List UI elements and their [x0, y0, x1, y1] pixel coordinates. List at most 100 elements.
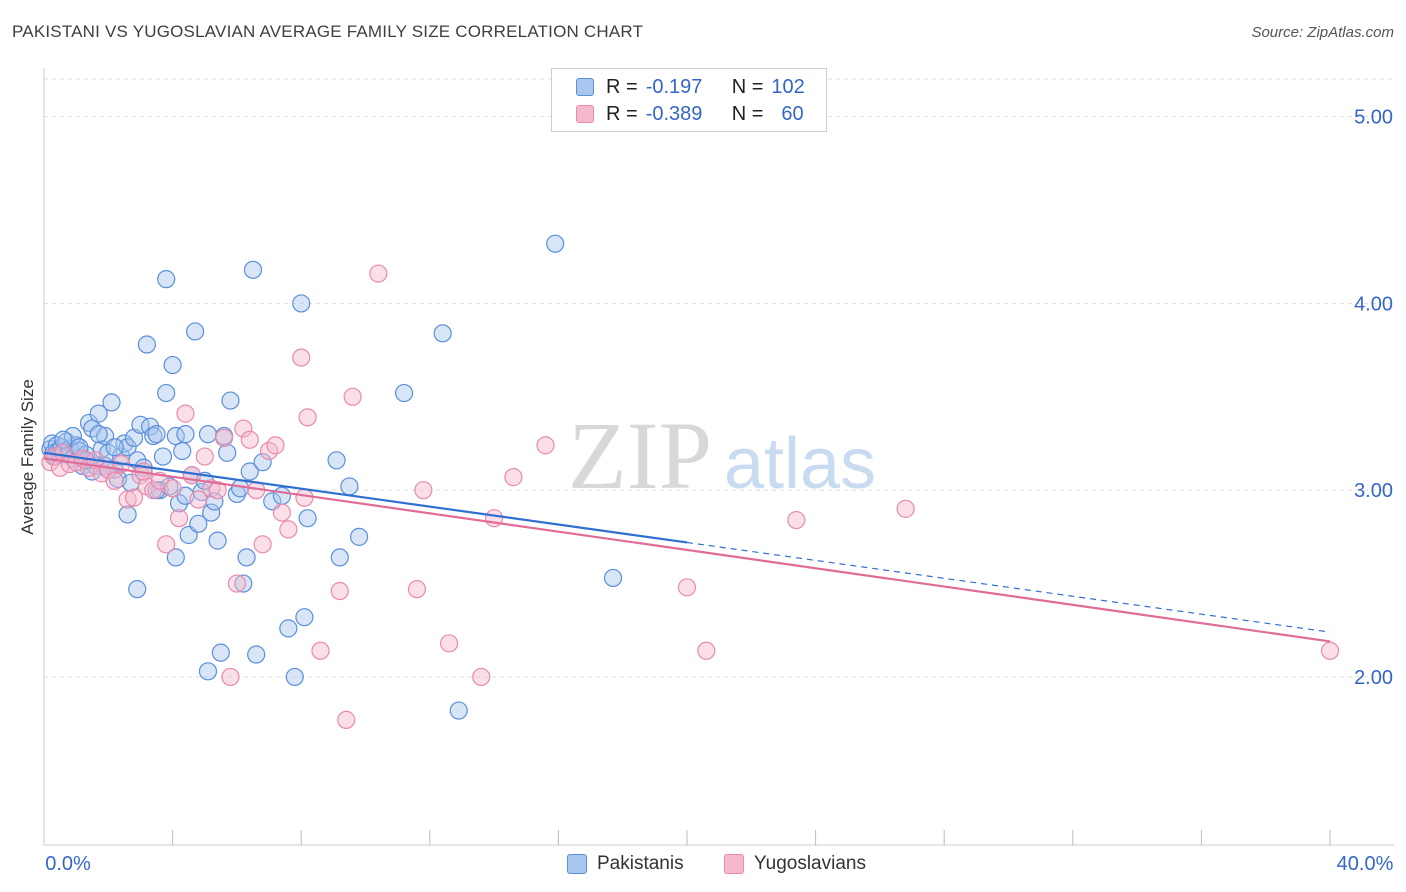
- legend-n-label: N =: [731, 75, 764, 98]
- point-pakistanis: [449, 701, 468, 720]
- point-yugoslavians: [227, 574, 246, 593]
- point-pakistanis: [169, 494, 189, 513]
- point-yugoslavians: [298, 408, 317, 427]
- point-yugoslavians: [124, 488, 144, 507]
- point-yugoslavians: [272, 503, 292, 522]
- legend-r-label: R =: [606, 102, 638, 125]
- legend-row-pakistanis: R = -0.197 N = 102: [576, 74, 805, 100]
- legend-r-value: -0.197: [645, 75, 703, 98]
- point-yugoslavians: [311, 641, 330, 660]
- point-pakistanis: [153, 447, 173, 466]
- point-pakistanis: [272, 486, 292, 505]
- y-tick-label: 3.00: [1354, 480, 1393, 502]
- point-pakistanis: [176, 425, 195, 444]
- point-yugoslavians: [472, 667, 491, 687]
- point-pakistanis: [211, 643, 230, 662]
- bottom-legend-yugoslavians: Yugoslavians: [724, 852, 866, 876]
- point-pakistanis: [327, 451, 346, 470]
- point-pakistanis: [63, 426, 83, 446]
- bottom-legend-label-pakistanis: Pakistanis: [597, 853, 684, 874]
- point-yugoslavians: [292, 348, 311, 367]
- point-pakistanis: [202, 503, 221, 522]
- point-yugoslavians: [697, 641, 716, 660]
- point-yugoslavians: [504, 468, 523, 487]
- point-yugoslavians: [50, 458, 70, 477]
- point-pakistanis: [186, 322, 205, 341]
- point-yugoslavians: [234, 419, 253, 438]
- point-pakistanis: [394, 383, 414, 403]
- watermark: ZIP atlas: [568, 402, 876, 509]
- point-pakistanis: [221, 391, 240, 410]
- point-pakistanis: [253, 453, 272, 472]
- point-pakistanis: [218, 443, 237, 462]
- point-pakistanis: [292, 294, 311, 313]
- tick-labels: 2.00 3.00 4.00 5.00 0.0% 40.0%: [45, 107, 1393, 875]
- point-pakistanis: [54, 430, 73, 449]
- chart-title: PAKISTANI VS YUGOSLAVIAN AVERAGE FAMILY …: [12, 22, 644, 41]
- point-pakistanis: [279, 619, 298, 638]
- point-yugoslavians: [195, 447, 214, 466]
- axes: [43, 68, 1394, 846]
- point-yugoslavians: [414, 481, 433, 500]
- watermark-atlas: atlas: [724, 424, 876, 504]
- point-yugoslavians: [337, 710, 356, 729]
- legend-n-value: 60: [781, 102, 804, 125]
- bottom-legend-swatch-pakistanis: [567, 854, 587, 874]
- point-pakistanis: [237, 548, 256, 567]
- legend-swatch-pakistanis: [576, 78, 594, 96]
- trend-lines: [43, 451, 1331, 643]
- point-yugoslavians: [208, 481, 227, 500]
- point-yugoslavians: [295, 488, 314, 507]
- y-tick-label: 4.00: [1354, 293, 1393, 315]
- point-yugoslavians: [118, 490, 137, 509]
- point-yugoslavians: [202, 479, 221, 498]
- point-pakistanis: [208, 531, 227, 550]
- point-yugoslavians: [157, 535, 176, 554]
- bottom-legend-label-yugoslavians: Yugoslavians: [754, 853, 866, 874]
- trend-line-pakistanis-extension: [686, 541, 1331, 633]
- point-yugoslavians: [896, 499, 915, 518]
- point-pakistanis: [89, 425, 108, 444]
- point-pakistanis: [137, 335, 156, 354]
- y-axis-title: Average Family Size: [18, 379, 37, 535]
- bottom-legend-pakistanis: Pakistanis: [567, 852, 684, 876]
- point-pakistanis: [234, 574, 253, 593]
- y-tick-label: 5.00: [1354, 107, 1393, 129]
- point-pakistanis: [198, 662, 218, 681]
- point-yugoslavians: [439, 634, 459, 653]
- legend-n-label: N =: [731, 102, 764, 125]
- point-yugoslavians: [343, 387, 362, 406]
- point-pakistanis: [102, 393, 121, 412]
- point-yugoslavians: [163, 479, 182, 498]
- point-pakistanis: [157, 270, 176, 289]
- point-pakistanis: [89, 404, 108, 423]
- y-tick-label: 2.00: [1354, 667, 1393, 689]
- point-yugoslavians: [240, 430, 259, 449]
- point-pakistanis: [298, 509, 317, 528]
- x-tick-label: 0.0%: [45, 853, 91, 875]
- legend-r-value: -0.389: [645, 102, 703, 125]
- point-pakistanis: [231, 479, 250, 498]
- legend-n-value: 102: [771, 75, 805, 98]
- point-yugoslavians: [787, 510, 806, 530]
- point-yugoslavians: [176, 404, 195, 423]
- trend-line-pakistanis: [43, 451, 688, 544]
- point-yugoslavians: [253, 535, 272, 554]
- bottom-legend-swatch-yugoslavians: [724, 854, 744, 874]
- point-yugoslavians: [677, 578, 697, 597]
- point-pakistanis: [157, 383, 176, 403]
- point-pakistanis: [144, 426, 163, 446]
- point-yugoslavians: [407, 580, 427, 599]
- point-pakistanis: [118, 505, 137, 524]
- legend-r-label: R =: [606, 75, 638, 98]
- point-pakistanis: [105, 438, 124, 457]
- trend-line-yugoslavians: [43, 457, 1331, 643]
- point-yugoslavians: [144, 481, 163, 500]
- point-yugoslavians: [279, 520, 298, 539]
- point-yugoslavians: [221, 667, 240, 687]
- point-pakistanis: [247, 645, 266, 664]
- point-pakistanis: [433, 324, 452, 343]
- point-pakistanis: [118, 438, 137, 457]
- point-pakistanis: [163, 355, 182, 375]
